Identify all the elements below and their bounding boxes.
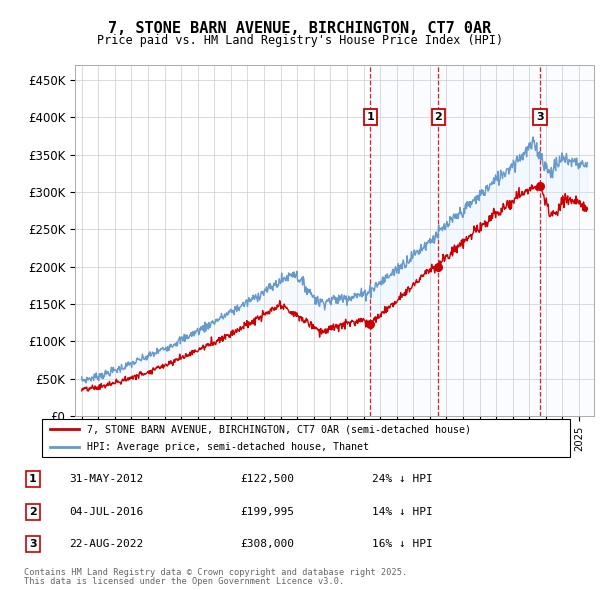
Text: Contains HM Land Registry data © Crown copyright and database right 2025.: Contains HM Land Registry data © Crown c… bbox=[24, 568, 407, 577]
Text: 3: 3 bbox=[29, 539, 37, 549]
Text: £122,500: £122,500 bbox=[240, 474, 294, 484]
Text: 16% ↓ HPI: 16% ↓ HPI bbox=[372, 539, 433, 549]
Text: £308,000: £308,000 bbox=[240, 539, 294, 549]
Text: 31-MAY-2012: 31-MAY-2012 bbox=[69, 474, 143, 484]
Text: 3: 3 bbox=[536, 112, 544, 122]
Text: 2: 2 bbox=[29, 507, 37, 517]
Text: £199,995: £199,995 bbox=[240, 507, 294, 517]
Text: 7, STONE BARN AVENUE, BIRCHINGTON, CT7 0AR (semi-detached house): 7, STONE BARN AVENUE, BIRCHINGTON, CT7 0… bbox=[87, 424, 471, 434]
Text: This data is licensed under the Open Government Licence v3.0.: This data is licensed under the Open Gov… bbox=[24, 578, 344, 586]
Bar bbox=[540, 65, 596, 416]
Text: 22-AUG-2022: 22-AUG-2022 bbox=[69, 539, 143, 549]
Text: 04-JUL-2016: 04-JUL-2016 bbox=[69, 507, 143, 517]
Text: HPI: Average price, semi-detached house, Thanet: HPI: Average price, semi-detached house,… bbox=[87, 442, 369, 452]
Text: 2: 2 bbox=[434, 112, 442, 122]
Text: 14% ↓ HPI: 14% ↓ HPI bbox=[372, 507, 433, 517]
Text: 24% ↓ HPI: 24% ↓ HPI bbox=[372, 474, 433, 484]
FancyBboxPatch shape bbox=[42, 419, 570, 457]
Text: 1: 1 bbox=[29, 474, 37, 484]
Bar bbox=[438, 65, 540, 416]
Text: 1: 1 bbox=[367, 112, 374, 122]
Text: 7, STONE BARN AVENUE, BIRCHINGTON, CT7 0AR: 7, STONE BARN AVENUE, BIRCHINGTON, CT7 0… bbox=[109, 21, 491, 35]
Bar bbox=[370, 65, 439, 416]
Text: Price paid vs. HM Land Registry's House Price Index (HPI): Price paid vs. HM Land Registry's House … bbox=[97, 34, 503, 47]
